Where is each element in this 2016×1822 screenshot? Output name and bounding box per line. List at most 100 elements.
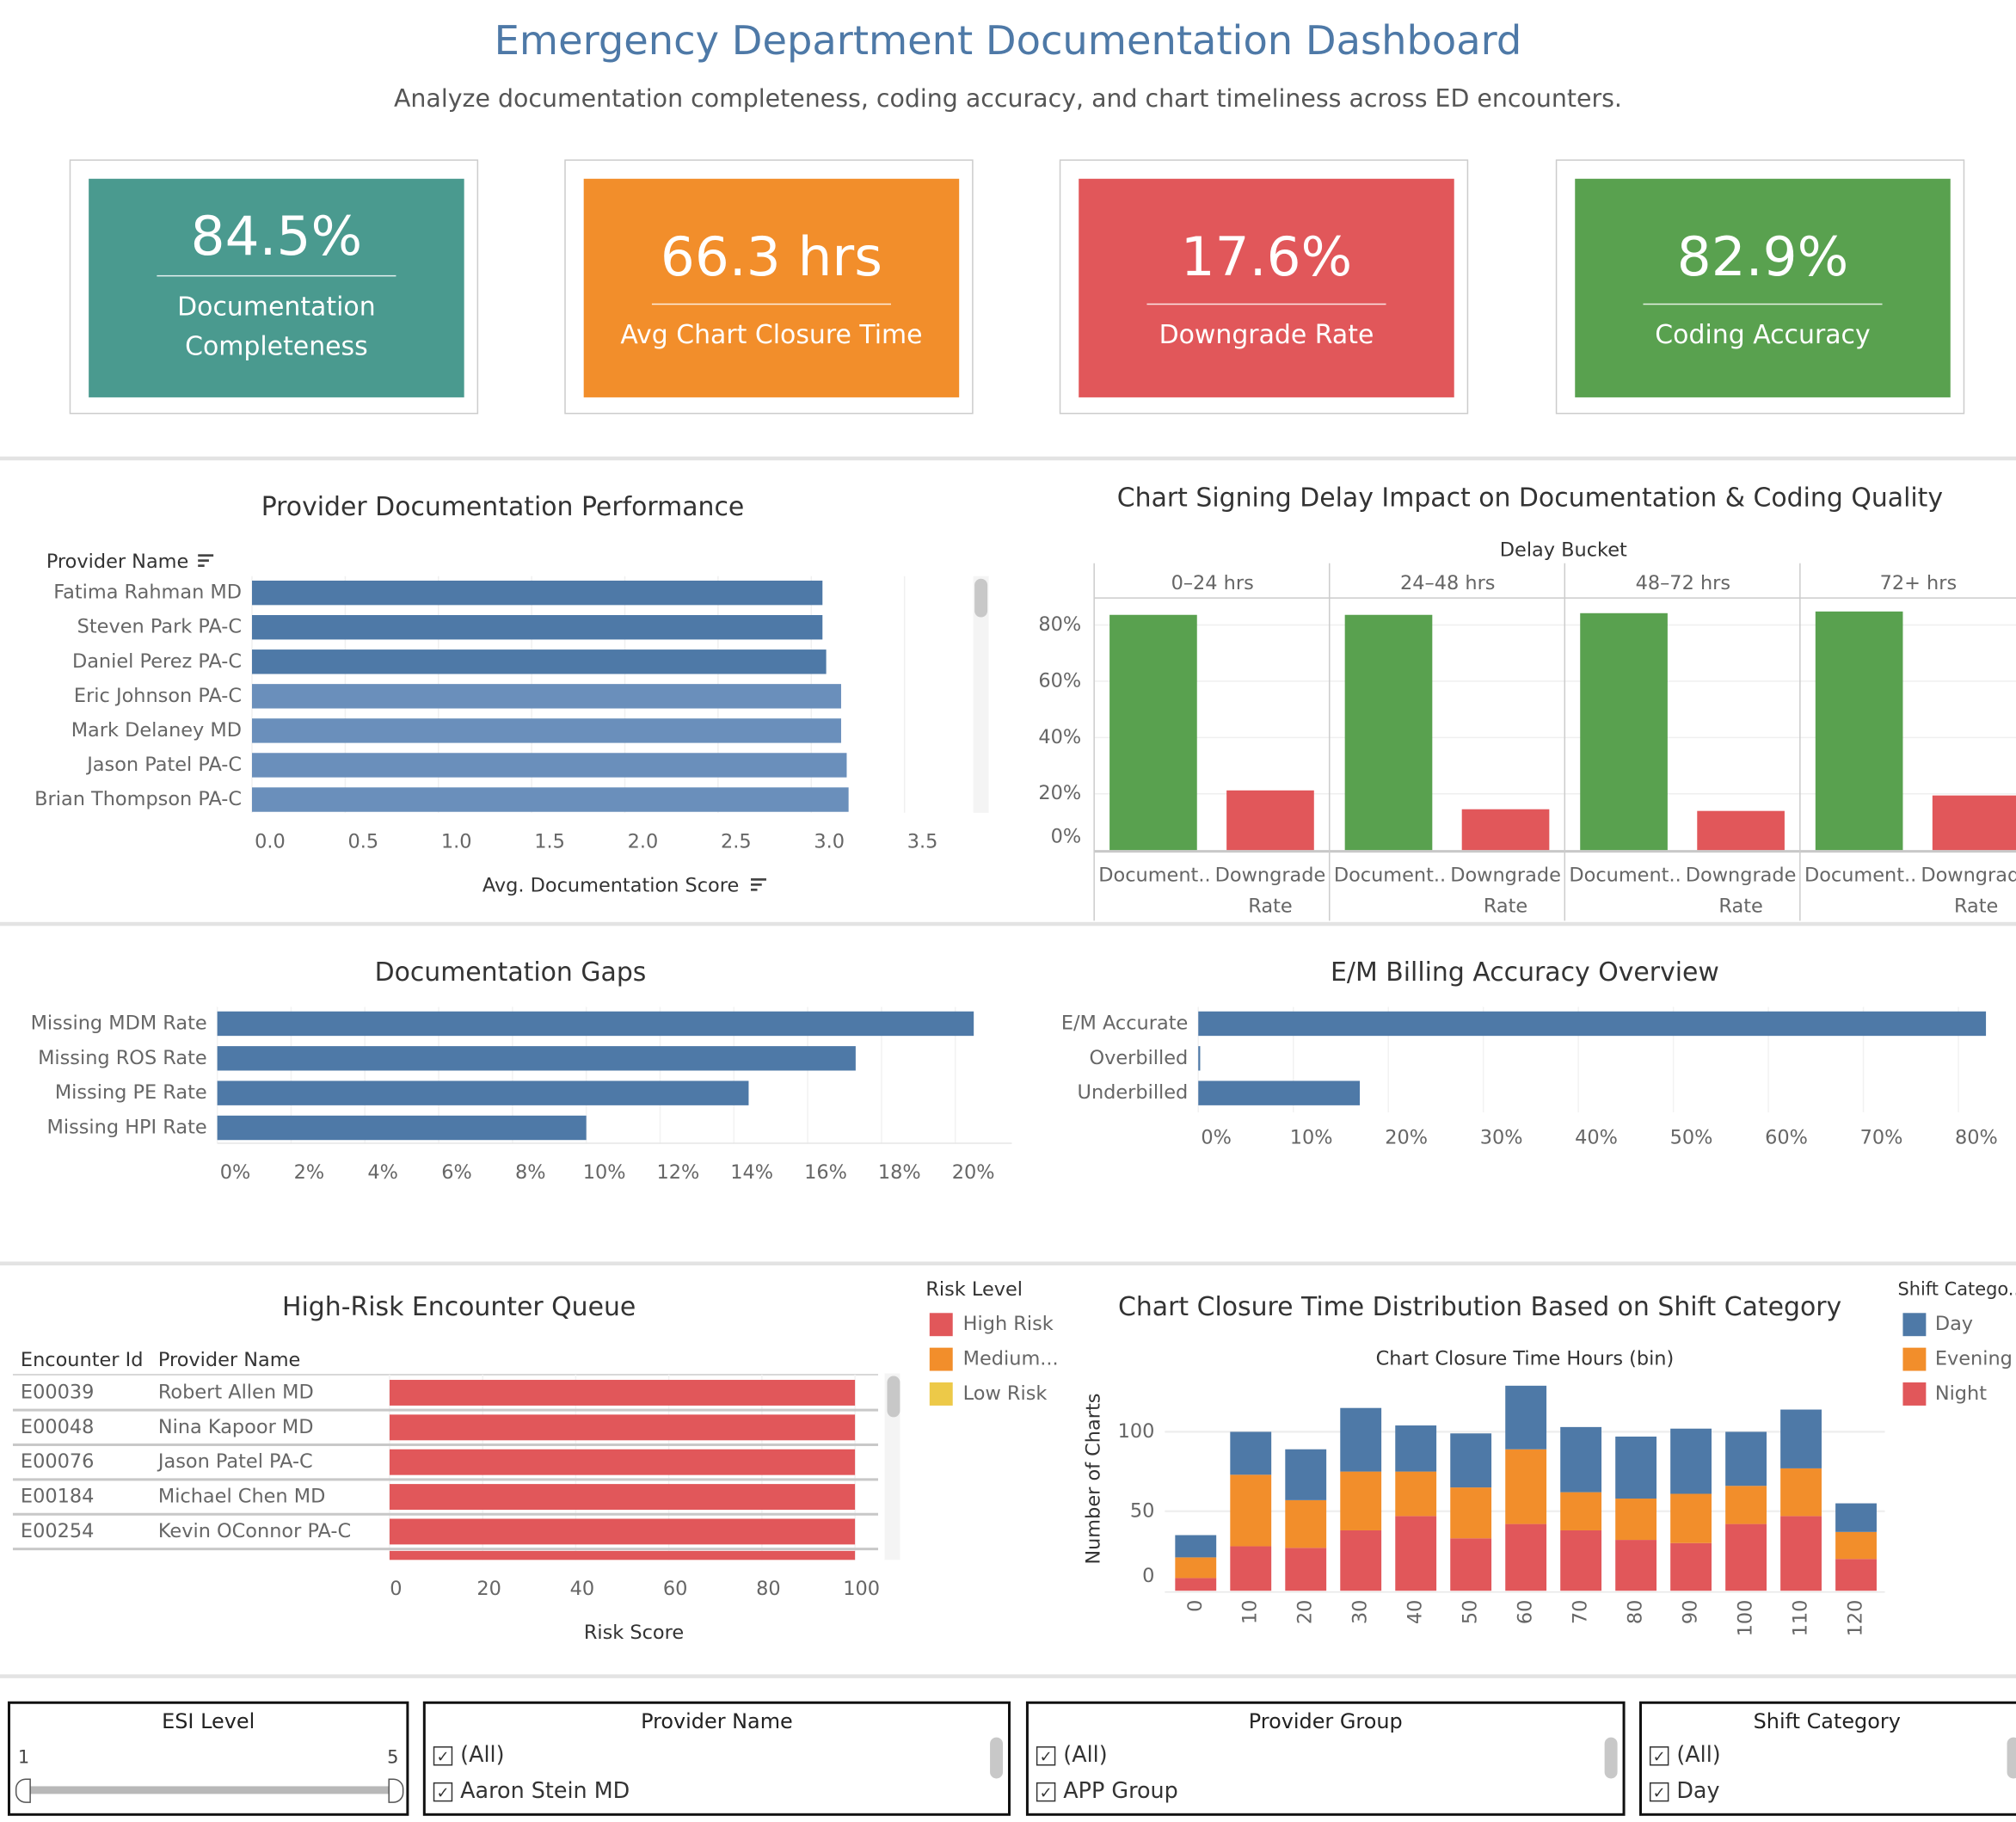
histogram-bar-evening[interactable] (1340, 1471, 1382, 1530)
histogram-bar-night[interactable] (1505, 1523, 1547, 1591)
downgrade-bar[interactable] (1461, 809, 1550, 851)
provider-bar[interactable] (252, 753, 847, 778)
histogram-bar-evening[interactable] (1395, 1471, 1437, 1517)
histogram-bar-evening[interactable] (1725, 1486, 1767, 1524)
histogram-bar-night[interactable] (1175, 1578, 1217, 1591)
checkbox-checked-icon[interactable]: ✓ (433, 1745, 453, 1765)
filter-scrollbar[interactable] (2007, 1737, 2016, 1779)
risk-score-bar[interactable] (389, 1380, 856, 1406)
histogram-bar-night[interactable] (1780, 1516, 1822, 1591)
sort-descending-icon[interactable] (751, 878, 766, 881)
histogram-bar-evening[interactable] (1175, 1557, 1217, 1579)
risk-score-bar[interactable] (389, 1414, 856, 1441)
esi-range-slider-track[interactable] (22, 1786, 396, 1794)
provider-chart-scrollbar[interactable] (974, 578, 988, 618)
billing-bar[interactable] (1198, 1080, 1361, 1105)
billing-bar[interactable] (1198, 1011, 1987, 1037)
checkbox-checked-icon[interactable]: ✓ (1036, 1782, 1056, 1801)
legend-swatch[interactable] (1902, 1382, 1927, 1406)
downgrade-bar[interactable] (1932, 795, 2016, 851)
histogram-bar-night[interactable] (1615, 1540, 1657, 1591)
histogram-bar-day[interactable] (1835, 1503, 1877, 1532)
legend-swatch[interactable] (929, 1313, 953, 1337)
provider-bar[interactable] (252, 649, 827, 674)
histogram-bar-night[interactable] (1395, 1516, 1437, 1591)
histogram-bar-day[interactable] (1560, 1426, 1602, 1493)
histogram-bar-evening[interactable] (1615, 1499, 1657, 1541)
histogram-bar-day[interactable] (1450, 1433, 1492, 1488)
checkbox-checked-icon[interactable]: ✓ (433, 1782, 453, 1801)
gap-bar[interactable] (217, 1011, 974, 1037)
documentation-bar[interactable] (1109, 614, 1197, 851)
filter-option-all[interactable]: ✓ (All) (1036, 1743, 1108, 1768)
legend-swatch[interactable] (1902, 1347, 1927, 1371)
risk-queue-scroll-track[interactable] (884, 1373, 900, 1560)
histogram-bar-night[interactable] (1670, 1542, 1712, 1591)
histogram-bar-night[interactable] (1725, 1523, 1767, 1591)
documentation-bar[interactable] (1815, 611, 1903, 851)
histogram-bar-night[interactable] (1340, 1530, 1382, 1591)
risk-score-bar[interactable] (389, 1518, 856, 1545)
histogram-bar-night[interactable] (1835, 1559, 1877, 1591)
histogram-bar-evening[interactable] (1505, 1449, 1547, 1524)
sort-descending-icon[interactable] (751, 883, 762, 886)
filter-scrollbar[interactable] (990, 1737, 1004, 1779)
histogram-bar-day[interactable] (1230, 1431, 1272, 1475)
histogram-bar-day[interactable] (1285, 1449, 1327, 1500)
risk-score-bar[interactable] (389, 1484, 856, 1511)
provider-bar[interactable] (252, 787, 849, 812)
histogram-bar-day[interactable] (1780, 1409, 1822, 1468)
risk-score-bar[interactable] (389, 1449, 856, 1475)
filter-scrollbar[interactable] (1604, 1737, 1618, 1779)
histogram-bar-night[interactable] (1560, 1530, 1602, 1591)
sort-descending-icon[interactable] (751, 888, 758, 891)
esi-slider-max-handle[interactable] (388, 1778, 404, 1803)
histogram-bar-night[interactable] (1450, 1538, 1492, 1591)
histogram-bar-evening[interactable] (1780, 1468, 1822, 1517)
provider-chart-scroll-track[interactable] (973, 576, 989, 813)
histogram-bar-day[interactable] (1670, 1428, 1712, 1494)
histogram-bar-day[interactable] (1395, 1425, 1437, 1472)
histogram-bar-evening[interactable] (1670, 1493, 1712, 1543)
sort-descending-icon[interactable] (198, 564, 205, 567)
billing-bar[interactable] (1198, 1046, 1201, 1071)
gap-bar[interactable] (217, 1115, 587, 1141)
provider-bar[interactable] (252, 684, 841, 709)
histogram-bar-evening[interactable] (1230, 1474, 1272, 1547)
histogram-bar-day[interactable] (1505, 1385, 1547, 1450)
filter-option-all[interactable]: ✓ (All) (433, 1743, 505, 1768)
documentation-bar[interactable] (1344, 614, 1433, 851)
documentation-bar[interactable] (1580, 612, 1668, 851)
sort-descending-icon[interactable] (198, 559, 209, 562)
legend-swatch[interactable] (929, 1347, 953, 1371)
esi-slider-min-handle[interactable] (15, 1778, 31, 1803)
histogram-bar-day[interactable] (1175, 1535, 1217, 1558)
histogram-bar-night[interactable] (1285, 1548, 1327, 1591)
provider-bar[interactable] (252, 718, 841, 743)
filter-option[interactable]: ✓ Day (1649, 1778, 1720, 1804)
histogram-bar-night[interactable] (1230, 1546, 1272, 1591)
gap-bar[interactable] (217, 1080, 749, 1105)
histogram-bar-day[interactable] (1615, 1436, 1657, 1499)
checkbox-checked-icon[interactable]: ✓ (1649, 1745, 1669, 1765)
downgrade-bar[interactable] (1697, 810, 1785, 851)
legend-swatch[interactable] (1902, 1313, 1927, 1337)
provider-bar[interactable] (252, 580, 823, 606)
histogram-bar-evening[interactable] (1450, 1487, 1492, 1539)
checkbox-checked-icon[interactable]: ✓ (1036, 1745, 1056, 1765)
histogram-bar-day[interactable] (1340, 1407, 1382, 1472)
sort-descending-icon[interactable] (198, 554, 214, 557)
risk-score-bar-partial[interactable] (389, 1550, 856, 1560)
filter-option-all[interactable]: ✓ (All) (1649, 1743, 1721, 1768)
checkbox-checked-icon[interactable]: ✓ (1649, 1782, 1669, 1801)
risk-queue-scrollbar[interactable] (887, 1376, 900, 1418)
filter-option[interactable]: ✓ APP Group (1036, 1778, 1178, 1804)
gap-bar[interactable] (217, 1046, 856, 1071)
histogram-bar-day[interactable] (1725, 1431, 1767, 1487)
provider-bar[interactable] (252, 615, 823, 640)
filter-option[interactable]: ✓ Aaron Stein MD (433, 1778, 630, 1804)
histogram-bar-evening[interactable] (1560, 1492, 1602, 1530)
histogram-bar-evening[interactable] (1835, 1531, 1877, 1560)
downgrade-bar[interactable] (1226, 790, 1314, 851)
legend-swatch[interactable] (929, 1382, 953, 1406)
